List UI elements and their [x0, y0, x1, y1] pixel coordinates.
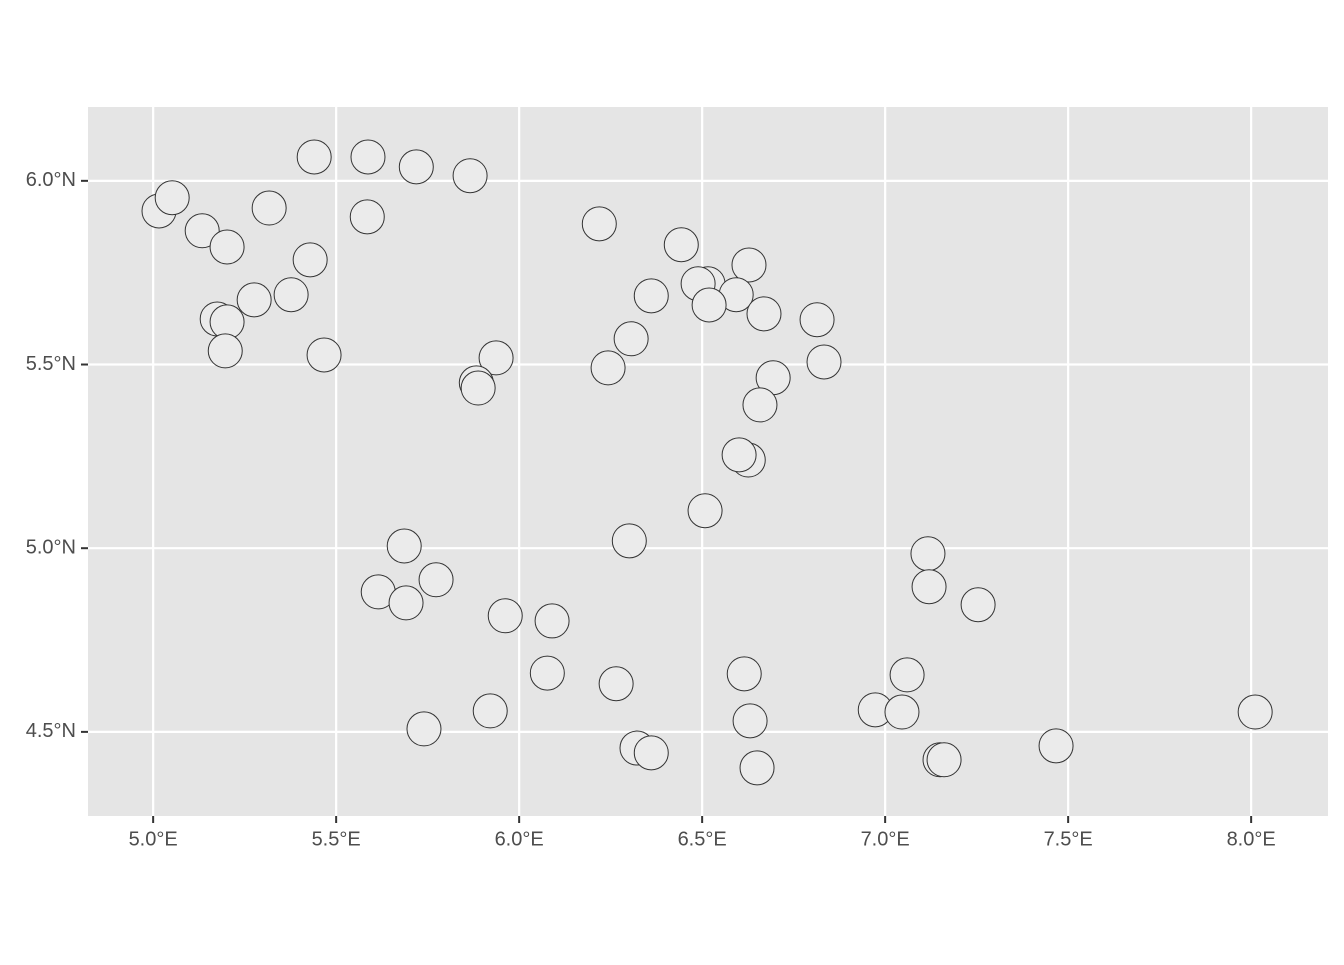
point	[529, 655, 565, 691]
point	[306, 337, 342, 373]
x-tick-label: 7.5°E	[1044, 828, 1093, 850]
point	[273, 277, 309, 313]
point	[350, 139, 386, 175]
y-tick-label: 6.0°N	[26, 169, 76, 191]
point	[726, 656, 762, 692]
point	[296, 139, 332, 175]
point	[611, 523, 647, 559]
point	[746, 296, 782, 332]
point	[406, 711, 442, 747]
point	[598, 666, 634, 702]
point	[581, 206, 617, 242]
point	[633, 278, 669, 314]
x-tick-label: 7.0°E	[861, 828, 910, 850]
point	[889, 657, 925, 693]
x-tick-label: 6.5°E	[678, 828, 727, 850]
point	[236, 282, 272, 318]
x-tick-label: 5.0°E	[129, 828, 178, 850]
point	[487, 598, 523, 634]
y-tick-label: 5.0°N	[26, 536, 76, 558]
point	[590, 350, 626, 386]
y-tick-label: 5.5°N	[26, 353, 76, 375]
point	[910, 536, 946, 572]
point	[742, 387, 778, 423]
point	[478, 340, 514, 376]
point	[691, 287, 727, 323]
y-tick-label: 4.5°N	[26, 720, 76, 742]
point	[184, 213, 220, 249]
point	[884, 694, 920, 730]
point	[663, 227, 699, 263]
point	[398, 149, 434, 185]
point	[154, 180, 190, 216]
point	[732, 703, 768, 739]
panel	[88, 107, 1328, 816]
point	[721, 437, 757, 473]
x-tick-label: 6.0°E	[495, 828, 544, 850]
point	[452, 158, 488, 194]
x-tick-label: 5.5°E	[312, 828, 361, 850]
point	[1237, 694, 1273, 730]
point	[739, 750, 775, 786]
point	[207, 333, 243, 369]
point	[460, 370, 496, 406]
point	[349, 199, 385, 235]
point	[806, 344, 842, 380]
point	[1038, 728, 1074, 764]
point	[687, 493, 723, 529]
point	[799, 302, 835, 338]
point	[731, 247, 767, 283]
point	[292, 242, 328, 278]
point	[472, 693, 508, 729]
point	[926, 742, 962, 778]
point	[613, 321, 649, 357]
x-tick-label: 8.0°E	[1227, 828, 1276, 850]
point	[960, 587, 996, 623]
point	[633, 735, 669, 771]
point	[386, 528, 422, 564]
point	[534, 603, 570, 639]
point	[418, 562, 454, 598]
point	[911, 569, 947, 605]
point	[209, 229, 245, 265]
point	[251, 190, 287, 226]
point	[388, 585, 424, 621]
